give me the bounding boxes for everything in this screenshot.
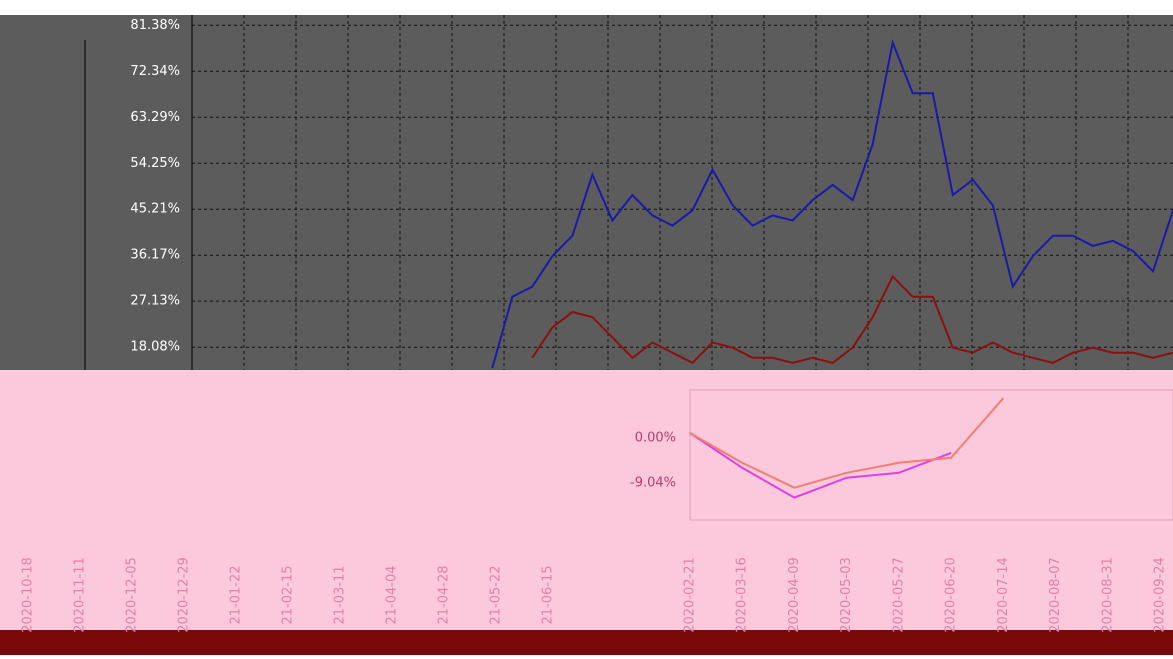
y-tick-label: 81.38% [130, 18, 180, 33]
x-tick-label: 2020-08-07 [1048, 557, 1063, 633]
x-tick-label: 2020-12-29 [177, 557, 192, 633]
x-tick-label: 21-03-11 [333, 565, 348, 624]
y-tick-label: 18.08% [130, 340, 180, 355]
x-tick-label: 21-06-15 [541, 565, 556, 624]
y-tick-label: 0.00% [635, 430, 676, 445]
x-tick-label: 2020-12-05 [125, 557, 140, 633]
x-tick-label: 2020-06-20 [944, 557, 959, 633]
series-line [689, 397, 1005, 489]
x-tick-label: 2020-02-21 [683, 557, 698, 633]
y-tick-label: 54.25% [130, 156, 180, 171]
y-tick-label: 63.29% [130, 110, 180, 125]
legend-strip [0, 630, 1173, 655]
y-tick-label: 36.17% [130, 248, 180, 263]
x-tick-label: 21-01-22 [229, 565, 244, 624]
x-tick-label: 21-02-15 [281, 565, 296, 624]
x-tick-label: 2020-10-18 [21, 557, 36, 633]
series-line [531, 274, 1173, 365]
series-line [491, 38, 1173, 369]
y-tick-label: 72.34% [130, 64, 180, 79]
y-tick-label: 45.21% [130, 202, 180, 217]
x-tick-label: 2020-11-11 [73, 557, 88, 633]
x-tick-label: 21-04-28 [437, 565, 452, 624]
x-tick-label: 2020-09-24 [1153, 557, 1168, 633]
x-tick-label: 2020-08-31 [1100, 557, 1115, 633]
x-tick-label: 2020-04-09 [787, 557, 802, 633]
x-tick-label: 21-04-04 [385, 565, 400, 624]
lower-plot-frame [689, 389, 1173, 521]
x-tick-label: 2020-05-03 [839, 557, 854, 633]
series-line [689, 432, 952, 499]
x-tick-label: 21-05-22 [489, 565, 504, 624]
x-tick-label: 2020-07-14 [996, 557, 1011, 633]
y-tick-label: -9.04% [630, 475, 676, 490]
y-tick-label: 27.13% [130, 294, 180, 309]
bottom-panel [0, 370, 1173, 630]
x-tick-label: 2020-03-16 [735, 557, 750, 633]
x-tick-label: 2020-05-27 [891, 557, 906, 633]
